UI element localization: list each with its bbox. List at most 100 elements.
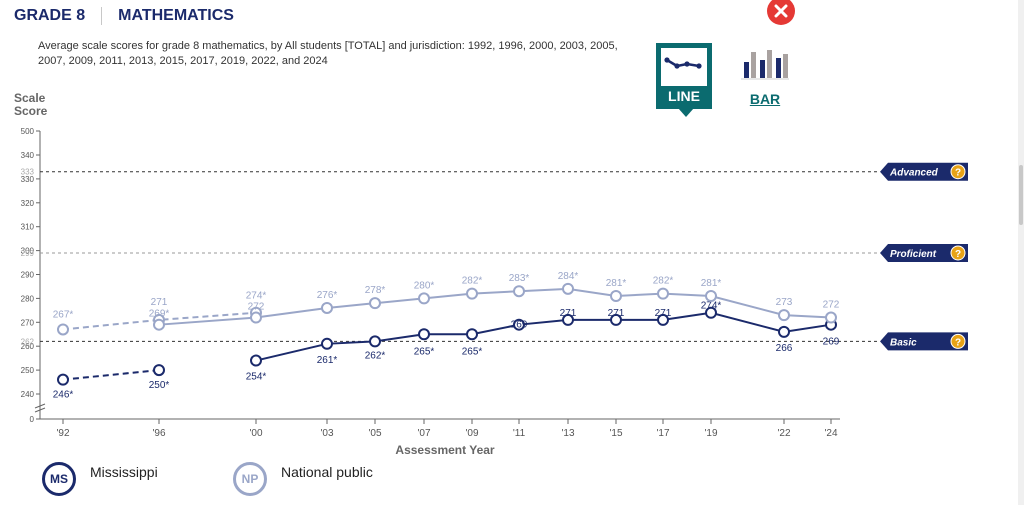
mississippi-point: [153, 364, 165, 377]
help-icon: [950, 333, 966, 349]
x-tick-label: '05: [368, 428, 381, 439]
mississippi-value-label: 271: [655, 308, 672, 319]
national-public-value-label: 281*: [606, 278, 627, 289]
legend-item-national-public[interactable]: NP National public: [233, 462, 373, 496]
national-public-value-label: 272: [823, 300, 840, 311]
mississippi-point: [705, 306, 717, 319]
x-tick-label: '24: [824, 428, 837, 439]
national-public-value-label: 280*: [414, 280, 435, 291]
line-view-button[interactable]: LINE: [656, 43, 712, 117]
mississippi-dashed-line: [62, 369, 160, 381]
national-public-point: [153, 318, 165, 331]
national-public-point: [705, 290, 717, 303]
selected-pointer: [678, 108, 694, 117]
mississippi-point: [57, 373, 69, 386]
y-tick-label: 260: [21, 342, 35, 351]
legend-label-mississippi: Mississippi: [90, 464, 158, 480]
mississippi-value-label: 269: [823, 337, 840, 348]
mississippi-value-label: 271: [608, 308, 625, 319]
close-button[interactable]: [767, 0, 795, 25]
y-tick-label: 0: [30, 415, 35, 424]
national-public-point: [418, 292, 430, 305]
help-icon: [950, 245, 966, 261]
achievement-badge-proficient: [880, 243, 968, 262]
help-icon: [950, 164, 966, 180]
national-public-point: [562, 282, 574, 295]
bar-chart-icon: [741, 50, 789, 80]
x-tick-label: '17: [656, 428, 669, 439]
y-tick-label: 330: [21, 175, 35, 184]
y-tick-label: 310: [21, 223, 35, 232]
achievement-label-proficient: Proficient: [890, 249, 937, 260]
national-public-value-label: 278*: [365, 285, 386, 296]
national-public-point: [321, 301, 333, 314]
mississippi-point: [562, 313, 574, 326]
national-public-point: [513, 285, 525, 298]
bar-view-button[interactable]: BAR: [740, 48, 790, 108]
line-chart-icon: [661, 48, 707, 86]
x-tick-label: '96: [152, 428, 165, 439]
subject-title: MATHEMATICS: [118, 7, 234, 24]
achievement-badge-basic: [880, 332, 968, 351]
achievement-value-label: 333: [21, 168, 35, 177]
mississippi-value-label: 265*: [462, 346, 483, 357]
axis-break-mark: [34, 403, 46, 409]
y-tick-label: 250: [21, 366, 35, 375]
national-public-value-label: 284*: [558, 271, 579, 282]
page-header: GRADE 8 MATHEMATICS: [14, 5, 234, 27]
y-tick-label: 320: [21, 199, 35, 208]
achievement-badge-advanced: [880, 162, 968, 181]
x-tick-label: '00: [249, 428, 262, 439]
help-icon-glyph: ?: [955, 168, 961, 179]
x-tick-label: '03: [320, 428, 333, 439]
mississippi-value-label: 269: [511, 320, 528, 331]
national-public-value-label: 272: [248, 302, 265, 313]
mississippi-point: [369, 335, 381, 348]
national-public-value-label: 276*: [317, 290, 338, 301]
national-public-value-label: 283*: [509, 273, 530, 284]
mississippi-point: [321, 337, 333, 350]
x-tick-label: '15: [609, 428, 622, 439]
mississippi-value-label: 266: [776, 343, 793, 354]
national-public-point: [778, 309, 790, 322]
national-public-point: [369, 297, 381, 310]
help-icon-glyph: ?: [955, 337, 961, 348]
x-tick-label: '11: [513, 428, 526, 439]
x-tick-label: '92: [56, 428, 69, 439]
y-tick-label: 280: [21, 294, 35, 303]
x-axis-title: Assessment Year: [395, 443, 495, 457]
legend-item-mississippi[interactable]: MS Mississippi: [42, 462, 158, 496]
national-public-point: [825, 311, 837, 324]
mississippi-value-label: 254*: [246, 372, 267, 383]
national-public-point: [57, 323, 69, 336]
mississippi-value-label: 274*: [701, 301, 722, 312]
axis-break-mark: [34, 407, 46, 413]
y-axis-title: Scale Score: [14, 92, 54, 118]
line-view-label: LINE: [668, 88, 700, 104]
legend-label-national-public: National public: [281, 464, 373, 480]
mississippi-point: [250, 354, 262, 367]
national-public-value-label: 282*: [653, 276, 674, 287]
x-tick-label: '07: [417, 428, 430, 439]
scrollbar[interactable]: [1018, 0, 1024, 505]
national-public-dashed-line: [62, 311, 257, 331]
y-tick-label: 270: [21, 318, 35, 327]
mississippi-point: [610, 313, 622, 326]
y-tick-label: 240: [21, 390, 35, 399]
mississippi-value-label: 271: [560, 308, 577, 319]
national-public-point: [657, 287, 669, 300]
national-public-point: [610, 290, 622, 303]
scrollbar-thumb[interactable]: [1019, 165, 1023, 225]
mississippi-value-label: 262*: [365, 350, 386, 361]
header-divider: [101, 7, 103, 25]
mississippi-value-label: 250*: [149, 380, 170, 391]
y-tick-label: 500: [21, 127, 35, 136]
national-public-point: [250, 311, 262, 324]
achievement-value-label: 299: [21, 249, 35, 258]
national-public-value-label: 271: [151, 297, 168, 308]
y-axis-title-part: Score: [14, 104, 48, 118]
mississippi-point: [778, 325, 790, 338]
chart-subtitle: Average scale scores for grade 8 mathema…: [38, 40, 618, 67]
bar-view-label: BAR: [749, 91, 781, 107]
